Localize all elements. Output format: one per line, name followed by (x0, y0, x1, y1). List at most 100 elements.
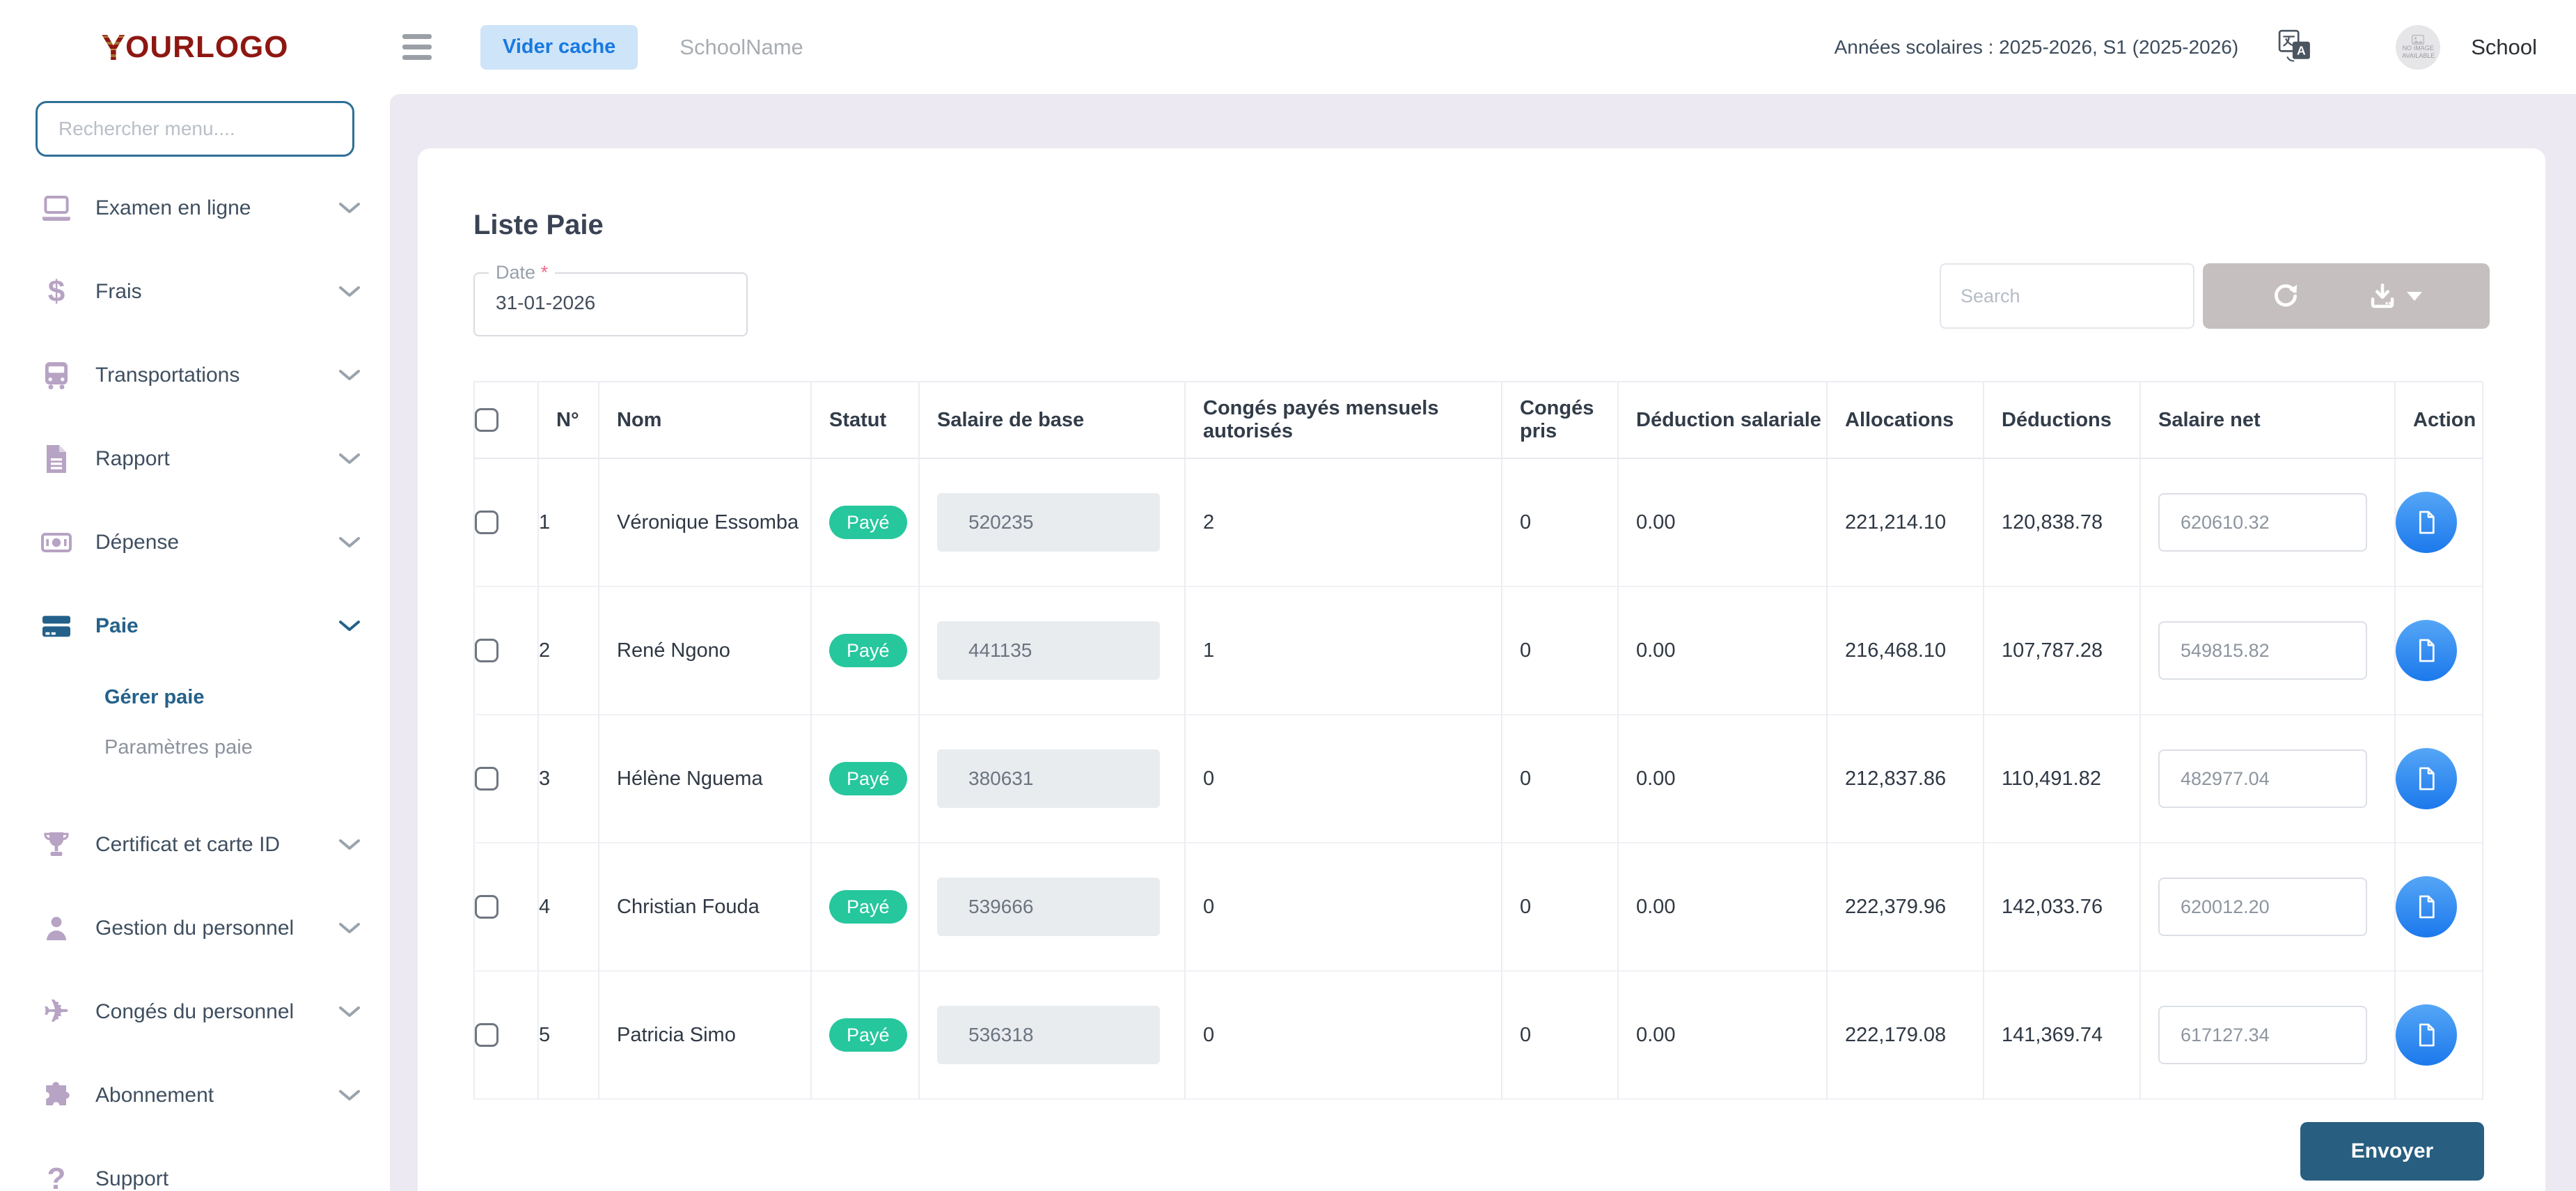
send-row: Envoyer (473, 1122, 2490, 1181)
cell-allocations: 222,379.96 (1827, 843, 1984, 971)
sidebar-menu-search-input[interactable] (36, 101, 354, 157)
chevron-down-icon (338, 1089, 361, 1102)
sidebar-nav: Examen en ligne $ Frais Transportations … (0, 166, 390, 668)
required-asterisk: * (541, 262, 549, 283)
net-salary-input[interactable] (2158, 621, 2367, 680)
cell-allocations: 212,837.86 (1827, 715, 1984, 843)
avatar[interactable]: NO IMAGE AVAILABLE (2396, 25, 2440, 70)
sidebar-item-label: Dépense (95, 531, 179, 554)
row-checkbox[interactable] (475, 511, 498, 534)
sidebar-item-label: Examen en ligne (95, 196, 251, 220)
refresh-button[interactable] (2270, 281, 2301, 311)
table-row: 3 Hélène Nguema Payé 380631 0 0 0.00 212… (474, 715, 2483, 843)
payslip-action-button[interactable] (2396, 876, 2457, 937)
document-icon (2413, 765, 2440, 792)
caret-down-icon (2407, 292, 2422, 301)
cell-nom: René Ngono (599, 586, 811, 715)
select-all-checkbox[interactable] (475, 408, 498, 432)
puzzle-icon (38, 1077, 74, 1114)
cell-deductions: 110,491.82 (1984, 715, 2140, 843)
net-salary-input[interactable] (2158, 878, 2367, 936)
report-file-icon (38, 441, 74, 477)
cell-conges-pris: 0 (1502, 715, 1618, 843)
cell-num: 2 (538, 586, 599, 715)
svg-text:A: A (2297, 44, 2306, 58)
table-toolbar (1940, 263, 2490, 329)
paie-submenu: Gérer paie Paramètres paie (0, 672, 390, 772)
sidebar-item-label: Abonnement (95, 1084, 214, 1107)
sidebar-item-paie[interactable]: Paie (0, 584, 390, 668)
logo-text: OURLOGO (125, 30, 288, 65)
sidebar-item-transportations[interactable]: Transportations (0, 334, 390, 417)
profile-school-label[interactable]: School (2471, 35, 2537, 60)
column-header-salaire-net: Salaire net (2140, 382, 2395, 458)
column-header-deduction-salariale: Déduction salariale (1618, 382, 1827, 458)
avatar-placeholder-text: NO IMAGE AVAILABLE (2402, 45, 2434, 59)
status-badge: Payé (829, 1018, 907, 1052)
school-name-label: SchoolName (680, 35, 803, 60)
payslip-action-button[interactable] (2396, 1004, 2457, 1066)
cell-allocations: 222,179.08 (1827, 971, 1984, 1099)
laptop-icon (38, 190, 74, 226)
row-checkbox[interactable] (475, 1023, 498, 1047)
export-download-button[interactable] (2368, 281, 2422, 311)
column-header-deductions: Déductions (1984, 382, 2140, 458)
submenu-item-gerer-paie[interactable]: Gérer paie (0, 672, 390, 722)
payslip-action-button[interactable] (2396, 620, 2457, 681)
column-header-statut: Statut (811, 382, 919, 458)
chevron-down-icon (338, 536, 361, 549)
sidebar-item-gestion-du-personnel[interactable]: Gestion du personnel (0, 887, 390, 970)
cell-deduction-salariale: 0.00 (1618, 586, 1827, 715)
payslip-action-button[interactable] (2396, 492, 2457, 553)
net-salary-input[interactable] (2158, 493, 2367, 552)
base-salary-box: 380631 (937, 749, 1160, 808)
net-salary-input[interactable] (2158, 749, 2367, 808)
image-placeholder-icon (2412, 35, 2424, 45)
base-salary-box: 536318 (937, 1006, 1160, 1064)
cell-nom: Christian Fouda (599, 843, 811, 971)
cell-nom: Véronique Essomba (599, 458, 811, 586)
chevron-down-icon (338, 1006, 361, 1018)
row-checkbox[interactable] (475, 895, 498, 919)
chevron-down-icon (338, 922, 361, 935)
net-salary-input[interactable] (2158, 1006, 2367, 1064)
sidebar-item-certificat-carte-id[interactable]: Certificat et carte ID (0, 803, 390, 887)
date-input[interactable] (475, 283, 705, 328)
sidebar-item-label: Gestion du personnel (95, 917, 294, 940)
cell-deductions: 120,838.78 (1984, 458, 2140, 586)
logo[interactable]: YOURLOGO (0, 0, 390, 94)
sidebar-item-frais[interactable]: $ Frais (0, 250, 390, 334)
content-area: Liste Paie Date * (390, 94, 2576, 1191)
sidebar-item-depense[interactable]: Dépense (0, 501, 390, 584)
cell-deductions: 142,033.76 (1984, 843, 2140, 971)
cell-conges-pris: 0 (1502, 458, 1618, 586)
hamburger-menu-icon[interactable] (402, 34, 434, 60)
sidebar-item-abonnement[interactable]: Abonnement (0, 1054, 390, 1137)
payroll-table: N° Nom Statut Salaire de base Congés pay… (473, 381, 2483, 1100)
sidebar-item-rapport[interactable]: Rapport (0, 417, 390, 501)
table-header-row: N° Nom Statut Salaire de base Congés pay… (474, 382, 2483, 458)
cell-conges-autorises: 2 (1185, 458, 1502, 586)
status-badge: Payé (829, 890, 907, 924)
cell-num: 3 (538, 715, 599, 843)
send-button[interactable]: Envoyer (2300, 1122, 2484, 1181)
submenu-item-parametres-paie[interactable]: Paramètres paie (0, 722, 390, 772)
column-header-conges-pris: Congés pris (1502, 382, 1618, 458)
sidebar-item-support[interactable]: ? Support (0, 1137, 390, 1191)
sidebar-item-label: Certificat et carte ID (95, 833, 280, 857)
sidebar-item-label: Frais (95, 280, 142, 304)
translate-icon[interactable]: A (2277, 28, 2312, 66)
table-row: 2 René Ngono Payé 441135 1 0 0.00 216,46… (474, 586, 2483, 715)
column-header-action: Action (2395, 382, 2483, 458)
sidebar-item-conges-du-personnel[interactable]: ✈ Congés du personnel (0, 970, 390, 1054)
search-input[interactable] (1940, 263, 2194, 329)
clear-cache-button[interactable]: Vider cache (480, 25, 638, 70)
row-checkbox[interactable] (475, 639, 498, 662)
sidebar-item-label: Transportations (95, 364, 239, 387)
sidebar-item-examen-en-ligne[interactable]: Examen en ligne (0, 166, 390, 250)
cell-num: 1 (538, 458, 599, 586)
payslip-action-button[interactable] (2396, 748, 2457, 809)
row-checkbox[interactable] (475, 767, 498, 791)
cell-deduction-salariale: 0.00 (1618, 458, 1827, 586)
cell-deduction-salariale: 0.00 (1618, 971, 1827, 1099)
